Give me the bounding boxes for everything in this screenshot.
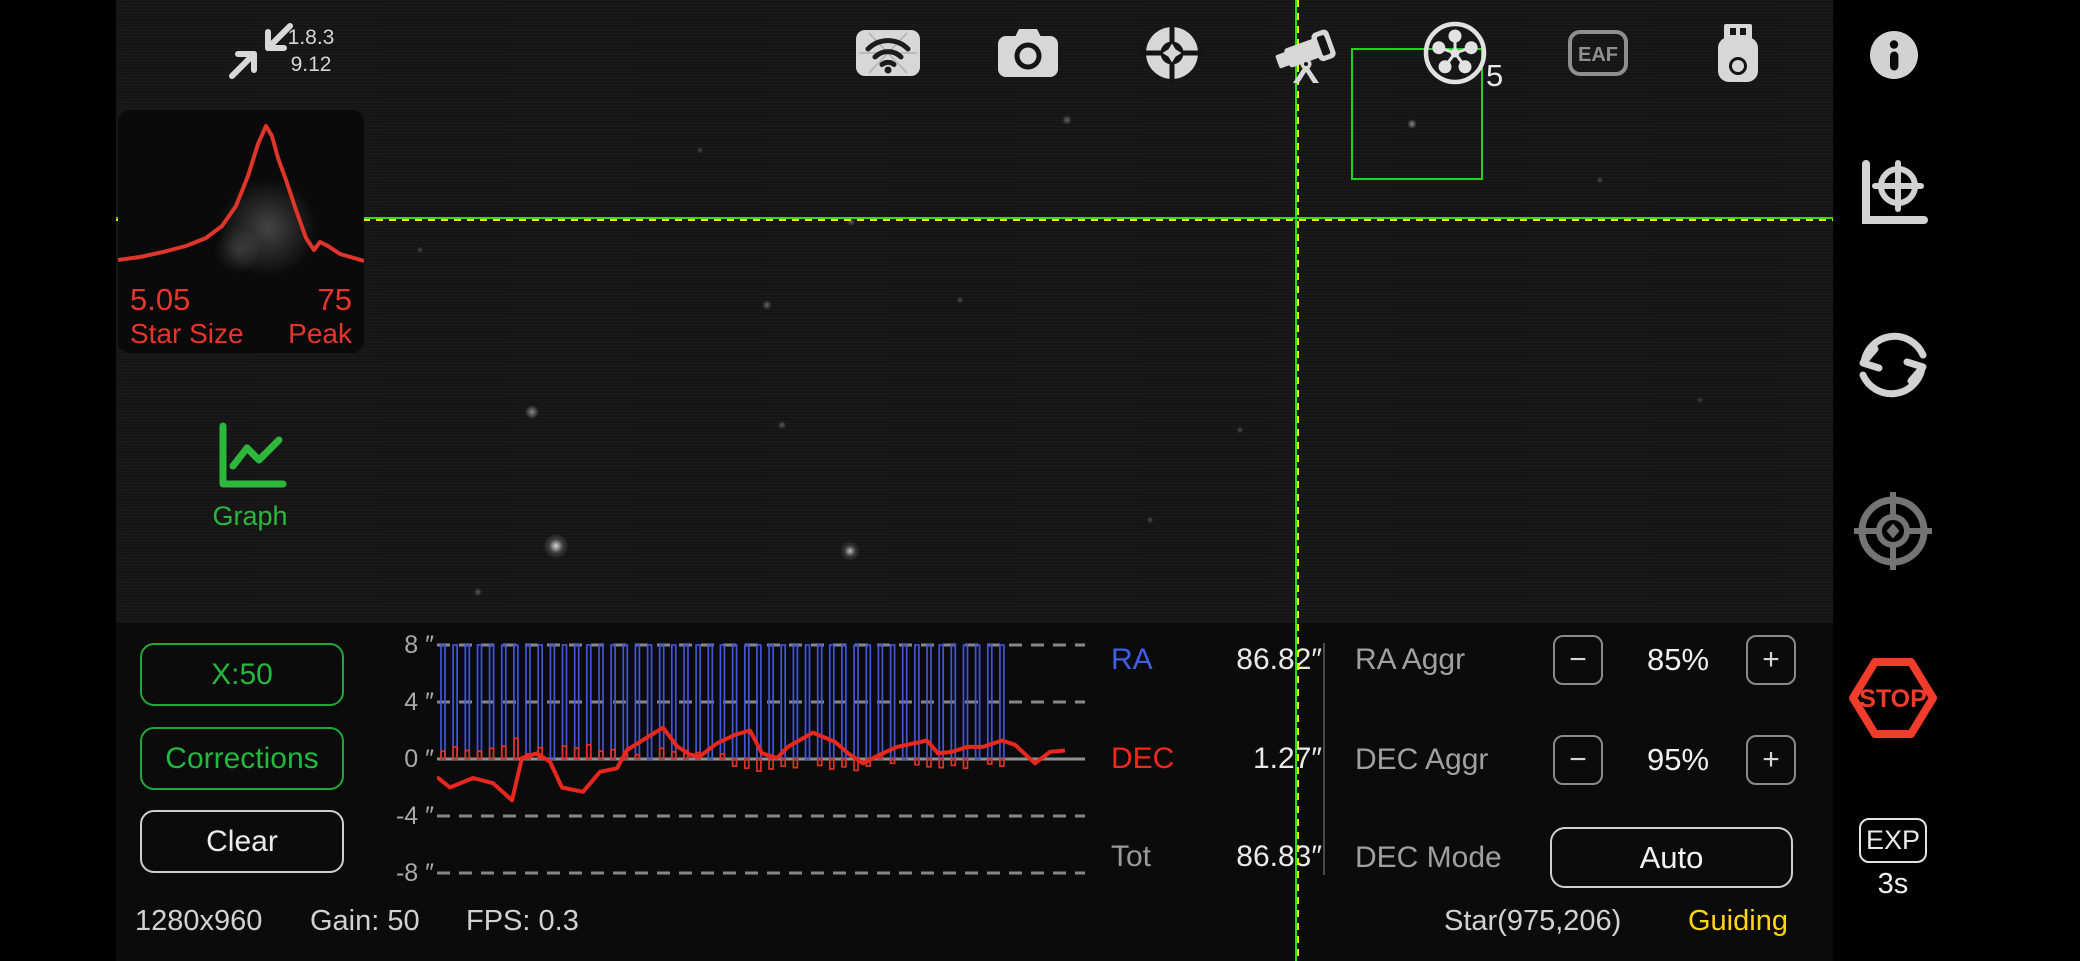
collapse-view-button[interactable] — [226, 22, 296, 85]
dec-error-value: 1.27″ — [1252, 742, 1322, 775]
firmware-version: 9.12 — [290, 53, 332, 76]
plus-icon: + — [1762, 643, 1780, 676]
telescope-mount-button[interactable] — [1273, 22, 1343, 89]
ra-aggr-minus-button[interactable]: − — [1553, 635, 1603, 685]
guide-star-box-label: 5 — [1486, 58, 1504, 93]
guide-calibration-button[interactable] — [1141, 22, 1203, 89]
graph-zoom-button[interactable]: X:50 — [140, 643, 344, 706]
dec-aggr-minus-button[interactable]: − — [1553, 735, 1603, 785]
minus-icon: − — [1569, 643, 1587, 676]
graph-toggle-button[interactable]: Graph — [190, 420, 310, 532]
crosshair-vertical-line — [1295, 0, 1299, 961]
star-size-value: 5.05 — [130, 282, 191, 317]
guide-graph-button[interactable] — [1852, 152, 1934, 239]
exposure-button-label: EXP — [1865, 825, 1921, 855]
version-info: 1.8.3 9.12 — [271, 24, 351, 78]
ra-aggr-plus-button[interactable]: + — [1746, 635, 1796, 685]
loop-capture-button[interactable] — [1850, 322, 1936, 413]
guide-chart — [437, 643, 1085, 875]
ytick-4: 4 ″ — [404, 688, 434, 716]
fps-status: FPS: 0.3 — [466, 905, 579, 937]
total-error-label: Tot — [1111, 840, 1152, 873]
corrections-toggle-button[interactable]: Corrections — [140, 727, 344, 790]
target-icon — [1854, 492, 1932, 570]
plus-icon: + — [1762, 743, 1780, 776]
storage-usb-button[interactable] — [1712, 22, 1764, 89]
exposure-button[interactable]: EXP — [1859, 818, 1927, 863]
graph-zoom-label: X:50 — [211, 657, 273, 691]
graph-icon — [219, 422, 287, 488]
loop-refresh-icon — [1859, 332, 1927, 398]
star-profile-curve — [118, 124, 364, 263]
stop-icon-label: STOP — [1859, 685, 1927, 713]
dec-error-label: DEC — [1111, 742, 1175, 775]
usb-drive-icon — [1718, 24, 1758, 82]
star-size-label: Star Size — [130, 318, 244, 349]
ytick-n8: -8 ″ — [395, 859, 434, 887]
stop-icon: STOP — [1849, 658, 1937, 738]
info-button[interactable] — [1869, 30, 1919, 85]
filter-wheel-button[interactable] — [1423, 21, 1487, 90]
clear-graph-button[interactable]: Clear — [140, 810, 344, 873]
eaf-icon: EAF — [1568, 30, 1628, 76]
corrections-label: Corrections — [165, 741, 319, 775]
ra-error-value: 86.82″ — [1236, 643, 1322, 676]
dec-aggr-plus-button[interactable]: + — [1746, 735, 1796, 785]
minus-icon: − — [1569, 743, 1587, 776]
dec-mode-button[interactable]: Auto — [1550, 827, 1793, 888]
eaf-icon-label: EAF — [1578, 44, 1618, 66]
wifi-icon — [856, 30, 920, 76]
star-position-status: Star(975,206) — [1444, 905, 1622, 937]
gain-status: Gain: 50 — [310, 905, 420, 937]
ytick-0: 0 ″ — [404, 745, 434, 773]
crosshair-horizontal-line — [116, 217, 1833, 221]
guiding-state-badge: Guiding — [1688, 905, 1788, 937]
ra-aggr-value: 85% — [1646, 642, 1710, 677]
ytick-8: 8 ″ — [404, 631, 434, 659]
eaf-focuser-button[interactable]: EAF — [1567, 29, 1629, 82]
telescope-icon — [1275, 29, 1336, 83]
clear-label: Clear — [206, 824, 278, 858]
collapse-arrows-icon — [229, 23, 293, 79]
camera-icon — [998, 29, 1058, 77]
app-version: 1.8.3 — [287, 26, 335, 49]
star-peak-value: 75 — [317, 282, 352, 317]
info-icon — [1870, 31, 1918, 79]
wifi-station-button[interactable] — [855, 29, 921, 82]
total-error-value: 86.83″ — [1236, 840, 1322, 873]
resolution-status: 1280x960 — [135, 905, 263, 937]
guiding-bottom-panel: X:50 Corrections Clear 8 ″ 4 ″ 0 ″ -4 ″ … — [116, 623, 1833, 961]
guide-star-box[interactable] — [1351, 48, 1483, 180]
exposure-value: 3s — [1877, 868, 1909, 900]
dec-aggr-value: 95% — [1646, 742, 1710, 777]
dec-aggr-label: DEC Aggr — [1355, 743, 1489, 776]
star-peak-label: Peak — [288, 318, 352, 349]
dec-mode-label: DEC Mode — [1355, 841, 1502, 874]
ytick-n4: -4 ″ — [395, 802, 434, 830]
star-profile-panel: 5.05 75 Star Size Peak — [118, 110, 364, 353]
graph-toggle-label: Graph — [212, 501, 288, 531]
panel-divider — [1323, 643, 1325, 875]
filter-wheel-icon — [1423, 21, 1487, 85]
guide-crosshair-icon — [1141, 22, 1203, 84]
graph-target-icon — [1862, 160, 1928, 224]
ra-aggr-label: RA Aggr — [1355, 643, 1466, 676]
target-recenter-button[interactable] — [1848, 486, 1938, 581]
ra-error-label: RA — [1111, 643, 1153, 676]
stop-guiding-button[interactable]: STOP — [1847, 653, 1939, 748]
camera-button[interactable] — [997, 27, 1059, 83]
dec-mode-value: Auto — [1639, 839, 1704, 875]
